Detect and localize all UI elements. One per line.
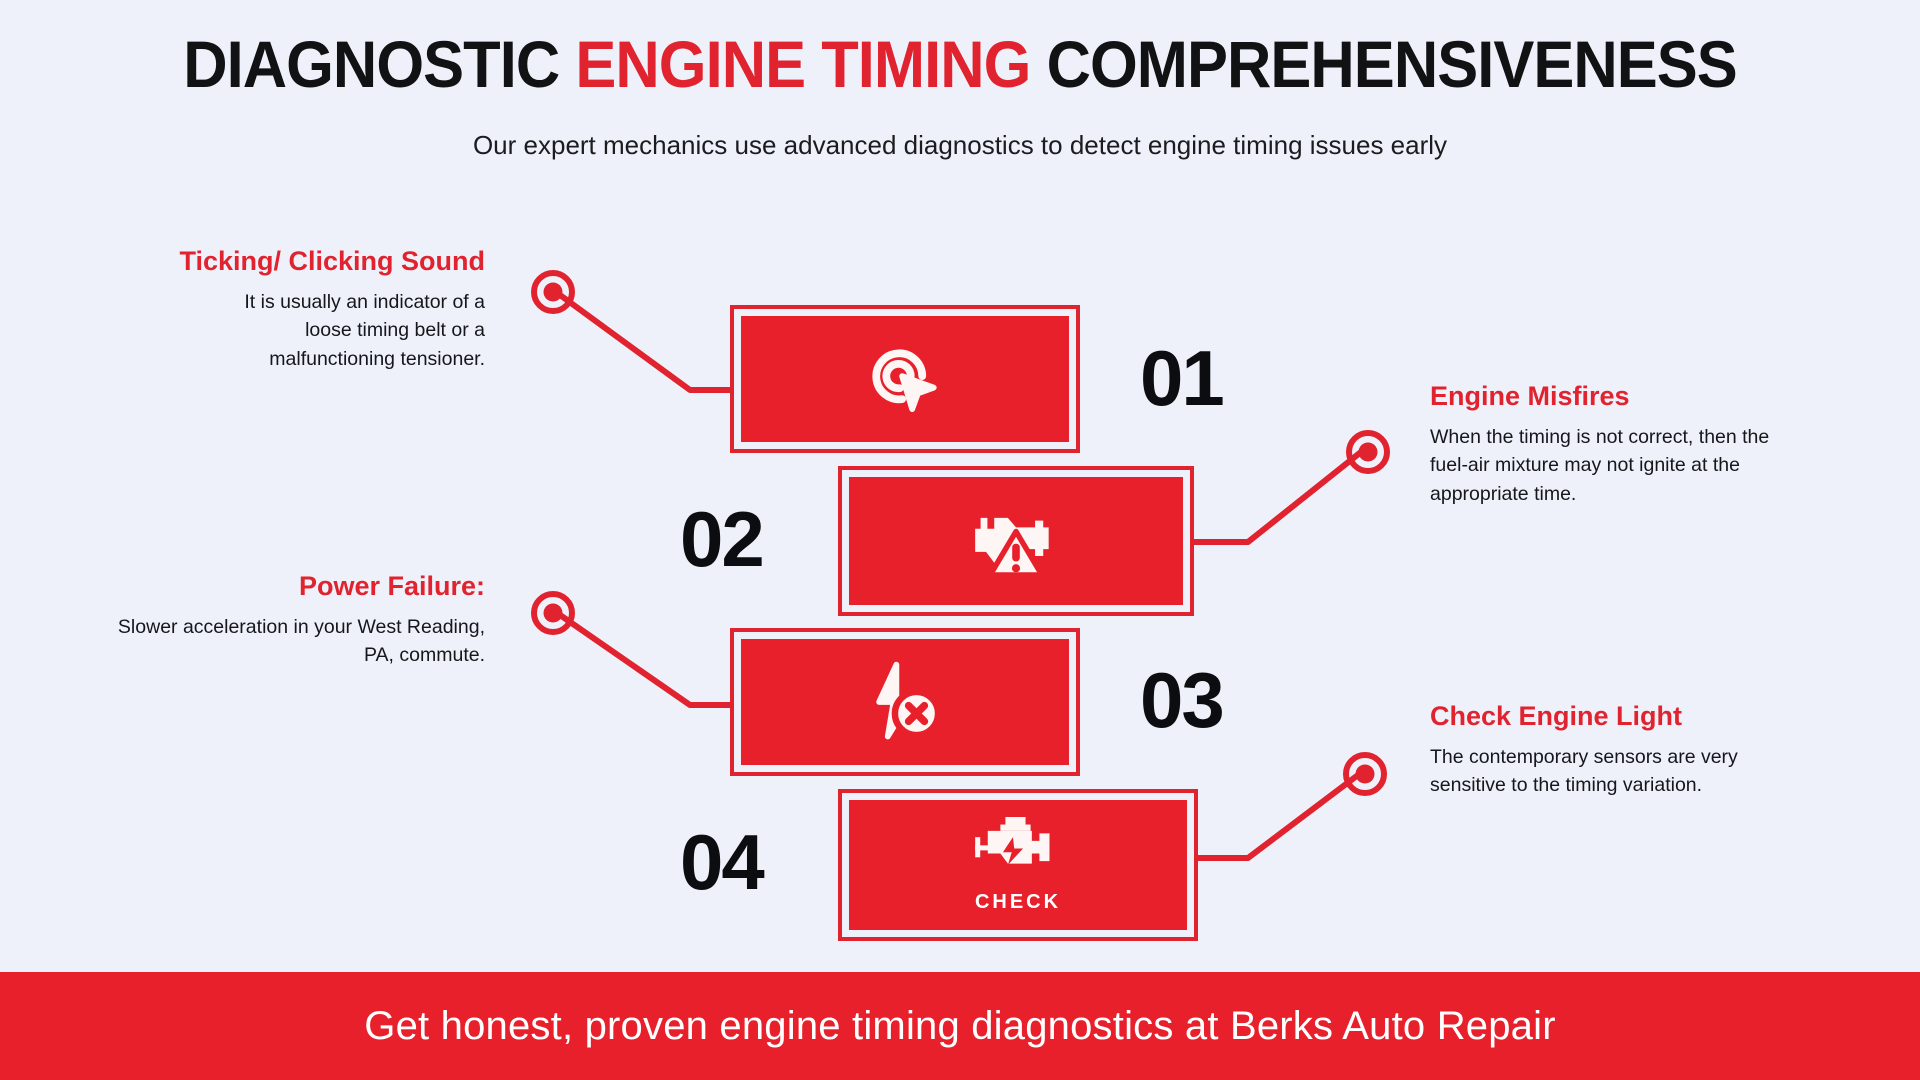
step-description-03: Power Failure: Slower acceleration in yo…: [110, 570, 485, 670]
cta-banner-text: Get honest, proven engine timing diagnos…: [364, 1003, 1556, 1048]
step-card-02[interactable]: [838, 466, 1194, 616]
check-engine-caption: CHECK: [974, 890, 1062, 913]
cta-banner: Get honest, proven engine timing diagnos…: [0, 972, 1920, 1080]
connector-line-2: [1187, 449, 1364, 545]
step-title-03: Power Failure:: [298, 571, 485, 601]
click-target-icon: [872, 349, 937, 413]
step-title-04: Check Engine Light: [1430, 701, 1683, 731]
step-description-02: Engine Misfires When the timing is not c…: [1430, 380, 1770, 508]
step-number-04: 04: [680, 818, 765, 906]
step-number-01: 01: [1140, 334, 1225, 422]
page-title: DIAGNOSTIC ENGINE TIMING COMPREHENSIVENE…: [67, 27, 1853, 101]
step-title-01: Ticking/ Clicking Sound: [179, 246, 485, 276]
title-segment-1: DIAGNOSTIC: [183, 27, 576, 101]
title-segment-3: COMPREHENSIVENESS: [1030, 27, 1738, 101]
connector-line-1: [557, 292, 737, 393]
check-engine-light-icon: [975, 816, 1050, 865]
title-highlight: ENGINE TIMING: [575, 27, 1031, 101]
connector-ring-1: [531, 270, 575, 314]
power-failure-icon: [876, 661, 942, 740]
step-title-02: Engine Misfires: [1430, 381, 1630, 411]
step-body-02: When the timing is not correct, then the…: [1430, 426, 1770, 505]
connector-ring-2: [1346, 430, 1390, 474]
engine-warning-icon: [975, 517, 1049, 578]
connector-dot-4: [1355, 764, 1375, 784]
connector-dot-2: [1358, 442, 1378, 462]
connector-line-4: [1189, 772, 1361, 861]
connector-ring-4: [1343, 752, 1387, 796]
step-description-01: Ticking/ Clicking Sound It is usually an…: [60, 245, 485, 373]
step-number-03: 03: [1140, 656, 1225, 744]
step-body-03: Slower acceleration in your West Reading…: [117, 616, 485, 667]
connector-dot-1: [543, 282, 563, 302]
connector-ring-3: [531, 591, 575, 635]
connector-line-3: [557, 612, 737, 708]
step-body-01: It is usually an indicator of a loose ti…: [244, 291, 485, 370]
step-description-04: Check Engine Light The contemporary sens…: [1430, 700, 1760, 800]
page-subtitle: Our expert mechanics use advanced diagno…: [472, 130, 1448, 160]
step-card-01[interactable]: [730, 305, 1080, 453]
step-number-02: 02: [680, 495, 765, 583]
step-body-04: The contemporary sensors are very sensit…: [1430, 746, 1738, 797]
step-card-03[interactable]: [730, 628, 1080, 776]
connector-dot-3: [543, 603, 563, 623]
step-card-04[interactable]: CHECK: [838, 789, 1198, 941]
